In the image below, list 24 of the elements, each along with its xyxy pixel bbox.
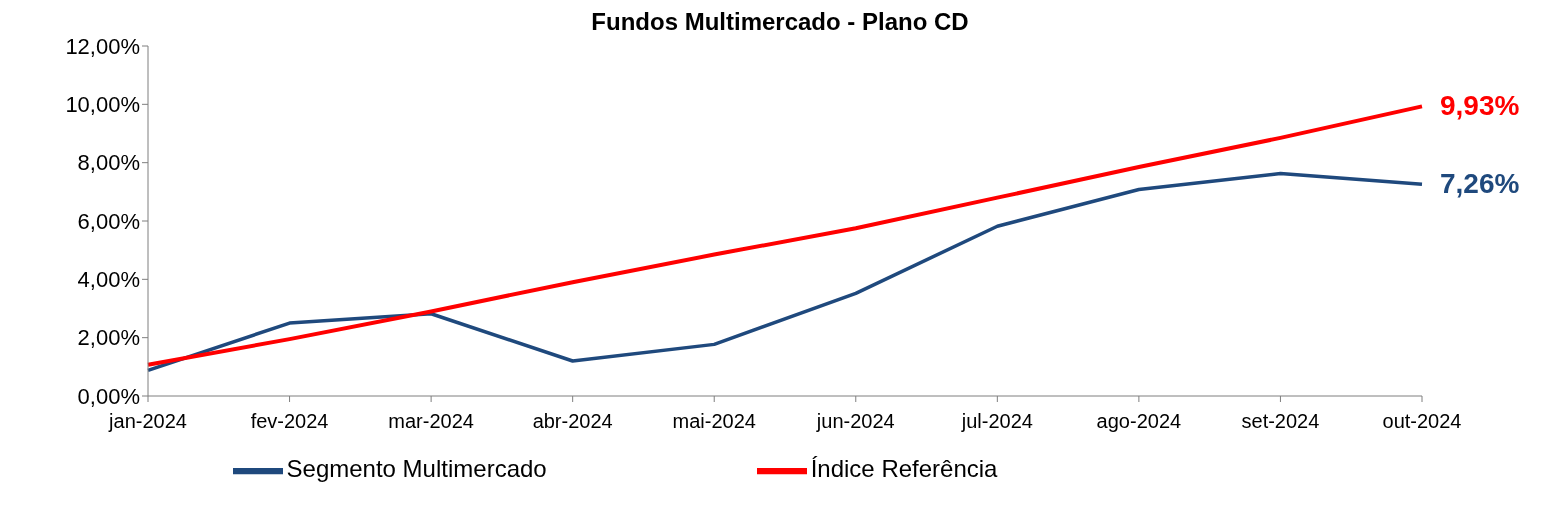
legend-label: Índice Referência (810, 455, 998, 483)
line-series (146, 104, 1424, 367)
y-tick-label: 8,00% (77, 150, 140, 176)
x-tick-label: jun-2024 (815, 410, 895, 433)
x-tick-label: abr-2024 (532, 410, 613, 433)
y-tick-label: 6,00% (77, 208, 140, 234)
y-tick-label: 4,00% (77, 267, 140, 293)
x-tick-label: set-2024 (1241, 410, 1320, 433)
data-label: 9,93% (1440, 90, 1520, 122)
legend-label: Segmento Multimercado (286, 455, 547, 483)
data-label: 7,26% (1440, 168, 1520, 200)
y-tick-label: 2,00% (77, 325, 140, 351)
line-series (146, 171, 1424, 373)
y-tick-label: 10,00% (65, 92, 140, 118)
y-tick-label: 12,00% (65, 33, 140, 59)
x-tick-label: jan-2024 (108, 410, 187, 433)
x-tick-label: fev-2024 (250, 410, 329, 433)
x-tick-label: ago-2024 (1096, 410, 1182, 433)
x-tick-label: mar-2024 (388, 410, 474, 433)
chart-title: Fundos Multimercado - Plano CD (591, 8, 969, 35)
y-tick-label: 0,00% (77, 383, 140, 409)
x-tick-label: out-2024 (1382, 410, 1462, 433)
x-tick-label: mai-2024 (672, 410, 756, 433)
x-tick-label: jul-2024 (960, 410, 1033, 433)
